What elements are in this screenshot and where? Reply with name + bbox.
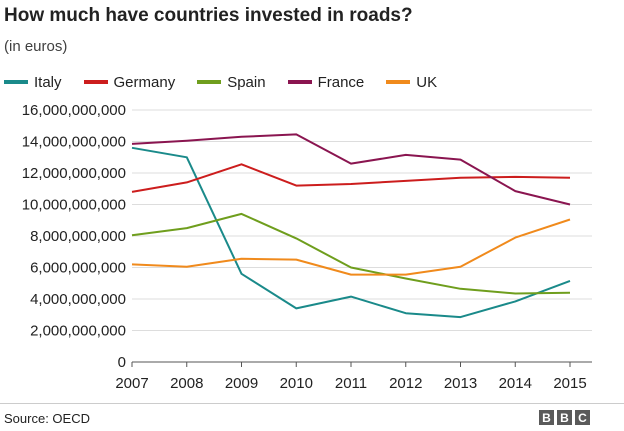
chart-title: How much have countries invested in road… — [4, 5, 413, 26]
footer-divider — [0, 403, 624, 404]
legend-label-france: France — [317, 73, 365, 91]
legend-item-france: France — [287, 73, 365, 91]
legend-item-italy: Italy — [4, 74, 62, 91]
legend-label-germany: Germany — [113, 73, 176, 91]
series-line-france — [131, 133, 571, 206]
x-tick-label: 2007 — [115, 375, 148, 392]
bbc-logo-letter: C — [575, 410, 590, 425]
legend-label-uk: UK — [416, 73, 438, 91]
y-tick-label: 8,000,000,000 — [30, 228, 126, 245]
bbc-logo-letter: B — [539, 410, 554, 425]
series-line-germany — [131, 163, 571, 193]
x-tick-label: 2009 — [225, 375, 258, 392]
x-tick-label: 2014 — [499, 375, 532, 392]
x-tick-label: 2008 — [170, 375, 203, 392]
y-tick-label: 16,000,000,000 — [22, 102, 126, 119]
legend-swatch-italy — [4, 80, 28, 84]
x-tick-label: 2015 — [553, 375, 586, 392]
series-line-uk — [131, 218, 571, 276]
y-tick-label: 2,000,000,000 — [30, 323, 126, 340]
legend-swatch-spain — [197, 80, 222, 84]
legend-swatch-uk — [386, 80, 411, 84]
y-tick-label: 6,000,000,000 — [30, 260, 126, 277]
legend-label-italy: Italy — [34, 73, 62, 91]
series-line-italy — [131, 146, 571, 319]
legend-item-uk: UK — [386, 74, 437, 91]
legend-swatch-germany — [83, 80, 108, 84]
x-tick-label: 2012 — [389, 375, 422, 392]
chart-subtitle: (in euros) — [4, 38, 68, 55]
legend-item-spain: Spain — [197, 73, 266, 91]
chart-legend: Italy Germany Spain France UK — [4, 73, 459, 91]
legend-swatch-france — [287, 80, 312, 84]
x-tick-label: 2013 — [444, 375, 477, 392]
y-tick-label: 14,000,000,000 — [22, 134, 126, 151]
line-chart: 0 2,000,000,000 4,000,000,000 6,000,000,000… — [22, 102, 592, 392]
bbc-logo-letter: B — [557, 410, 572, 425]
source-note: Source: OECD — [4, 411, 90, 426]
x-tick-label: 2010 — [280, 375, 313, 392]
y-tick-label: 0 — [118, 354, 126, 371]
legend-item-germany: Germany — [83, 73, 176, 91]
y-tick-label: 4,000,000,000 — [30, 291, 126, 308]
bbc-logo: B B C — [536, 410, 590, 425]
y-tick-label: 10,000,000,000 — [22, 197, 126, 214]
x-tick-label: 2011 — [335, 375, 367, 392]
legend-label-spain: Spain — [227, 73, 266, 91]
series-line-spain — [131, 212, 571, 295]
y-tick-label: 12,000,000,000 — [22, 165, 126, 182]
